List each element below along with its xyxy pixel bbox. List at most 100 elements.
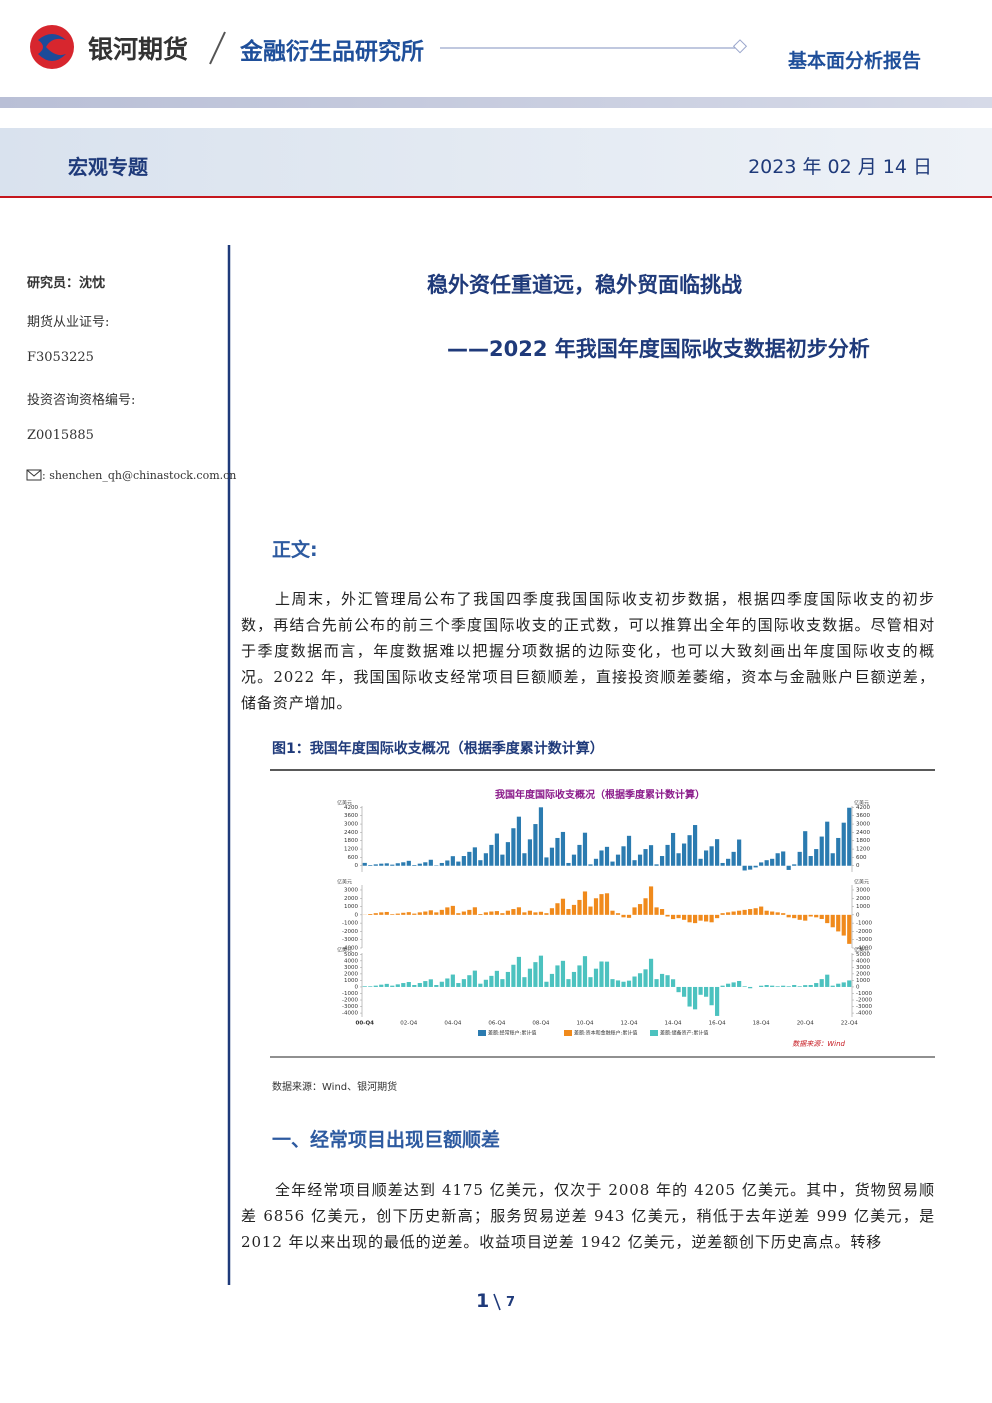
bar — [759, 906, 764, 915]
bar — [847, 980, 852, 987]
bar — [368, 865, 373, 866]
bar — [560, 898, 566, 915]
y-tick-label: 3000 — [344, 822, 358, 828]
unit-label: 亿美元 — [337, 879, 352, 886]
bar — [406, 860, 411, 866]
bar — [379, 984, 384, 987]
bar — [555, 965, 560, 987]
bar — [467, 851, 472, 866]
bar — [428, 859, 433, 866]
y-tick-label: -2000 — [342, 998, 358, 1004]
license-label: 期货从业证号: — [27, 315, 110, 330]
bar — [434, 912, 439, 915]
bar — [681, 914, 687, 920]
bar — [637, 973, 643, 987]
bar — [412, 865, 417, 866]
bar — [494, 970, 499, 987]
bar — [406, 912, 411, 915]
figure-caption: 图1：我国年度国际收支概况（根据季度累计数计算） — [272, 741, 604, 757]
page-total: 7 — [506, 1295, 516, 1310]
bar — [511, 964, 516, 987]
bar — [604, 846, 610, 866]
bar — [692, 986, 698, 1010]
y-tick-label: 3000 — [344, 965, 358, 971]
bar — [472, 907, 477, 915]
bar — [731, 982, 736, 987]
bar — [456, 861, 461, 866]
bar — [560, 960, 566, 987]
y-tick-label: 2000 — [344, 971, 358, 977]
advisor-label: 投资咨询资格编号: — [27, 393, 136, 408]
bar — [814, 914, 819, 918]
y-tick-label: 4200 — [344, 805, 358, 811]
bar — [566, 979, 571, 987]
bar — [626, 914, 632, 918]
page-slash — [493, 1293, 501, 1311]
unit-label: 亿美元 — [854, 800, 869, 807]
bar — [648, 845, 654, 866]
bar — [472, 847, 477, 866]
x-tick-label: 00-Q4 — [356, 1021, 375, 1027]
legend-swatch — [650, 1030, 658, 1036]
y-tick-label: -3000 — [342, 937, 358, 943]
bar — [836, 983, 841, 987]
bar — [395, 863, 400, 866]
bar — [362, 986, 367, 987]
x-tick-label: 10-Q4 — [576, 1021, 594, 1027]
advisor: Z0015885 — [27, 428, 94, 443]
bar — [390, 914, 395, 915]
category: 宏观专题 — [68, 155, 148, 179]
bar — [687, 835, 692, 866]
bar — [830, 914, 835, 928]
bar — [478, 914, 483, 915]
x-tick-label: 20-Q4 — [797, 1021, 815, 1027]
y-tick-label: 1000 — [344, 978, 358, 984]
bar — [549, 847, 555, 866]
bar — [599, 850, 604, 866]
company: 银河期货 — [88, 35, 189, 64]
y-tick-label: 1000 — [856, 904, 870, 910]
bar — [819, 979, 824, 987]
y-tick-label: 4000 — [856, 958, 870, 964]
bar — [483, 979, 488, 987]
x-tick-label: 18-Q4 — [753, 1021, 771, 1027]
bar — [748, 909, 753, 915]
bar — [483, 853, 488, 866]
bar — [643, 849, 648, 866]
bar — [704, 914, 709, 922]
y-tick-label: 3000 — [856, 822, 870, 828]
legend-label: 差额:经常账户:累计值 — [488, 1030, 536, 1037]
bar — [808, 985, 813, 987]
bar — [494, 833, 499, 866]
bar — [423, 911, 428, 915]
bar — [670, 832, 676, 866]
bar — [434, 985, 439, 987]
slash — [209, 31, 226, 65]
bar — [516, 956, 522, 987]
bar — [676, 986, 681, 993]
bar — [648, 958, 654, 987]
bar — [401, 912, 406, 915]
bar — [489, 844, 494, 866]
bar — [577, 899, 582, 915]
bar — [483, 912, 488, 915]
bar — [544, 913, 549, 915]
bar — [500, 979, 505, 987]
y-tick-label: 2000 — [856, 971, 870, 977]
unit-label: 亿美元 — [854, 947, 869, 954]
band — [0, 128, 992, 196]
bar — [819, 914, 824, 919]
bar — [632, 907, 637, 915]
bar — [412, 985, 417, 987]
y-tick-label: 0 — [355, 984, 359, 990]
bar — [527, 910, 533, 915]
y-tick-label: 2400 — [856, 830, 870, 836]
bar — [406, 982, 411, 987]
bar — [803, 914, 808, 921]
bar — [775, 986, 780, 987]
bar — [715, 986, 720, 1016]
bar — [593, 858, 599, 866]
bar — [544, 981, 549, 987]
bar — [599, 894, 604, 915]
